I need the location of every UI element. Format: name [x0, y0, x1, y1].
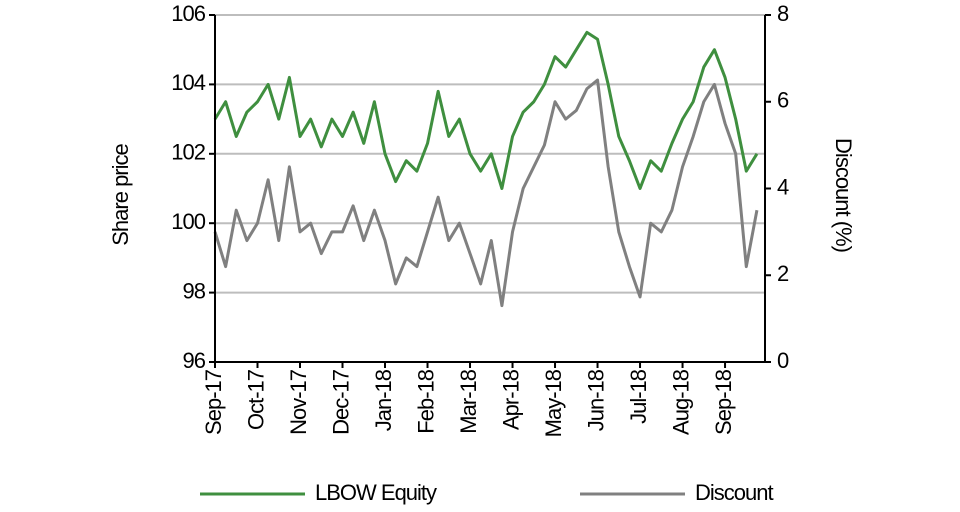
legend-label: LBOW Equity [315, 480, 437, 505]
x-tick-label: Jan-18 [371, 369, 396, 431]
series-line [213, 78, 759, 308]
x-tick-label: Aug-18 [668, 369, 693, 435]
y2-tick-label: 2 [777, 261, 789, 286]
y-tick-label: 102 [171, 140, 205, 165]
y-tick-label: 100 [171, 209, 205, 234]
x-tick-label: Sep-18 [711, 369, 736, 435]
y2-tick-label: 8 [777, 1, 789, 26]
y2-tick-label: 4 [777, 174, 789, 199]
y-axis-title: Share price [108, 143, 133, 245]
x-tick-label: Sep-17 [201, 369, 226, 435]
x-tick-label: Nov-17 [286, 369, 311, 435]
x-tick-label: Jul-18 [626, 369, 651, 424]
y-tick-label: 106 [171, 1, 205, 26]
y2-tick-label: 0 [777, 348, 789, 373]
series-line [213, 30, 759, 190]
x-tick-label: Dec-17 [328, 369, 353, 435]
y-tick-label: 96 [183, 348, 206, 373]
legend-label: Discount [695, 480, 773, 505]
y-tick-label: 104 [171, 70, 205, 95]
x-tick-label: Oct-17 [243, 369, 268, 430]
x-tick-label: May-18 [541, 369, 566, 437]
y2-tick-label: 6 [777, 88, 789, 113]
x-tick-label: Feb-18 [413, 369, 438, 433]
x-tick-label: Jun-18 [583, 369, 608, 431]
x-tick-label: Mar-18 [456, 369, 481, 433]
y-tick-label: 98 [183, 278, 206, 303]
x-tick-label: Apr-18 [498, 369, 523, 430]
y2-axis-title: Discount (%) [831, 138, 856, 252]
